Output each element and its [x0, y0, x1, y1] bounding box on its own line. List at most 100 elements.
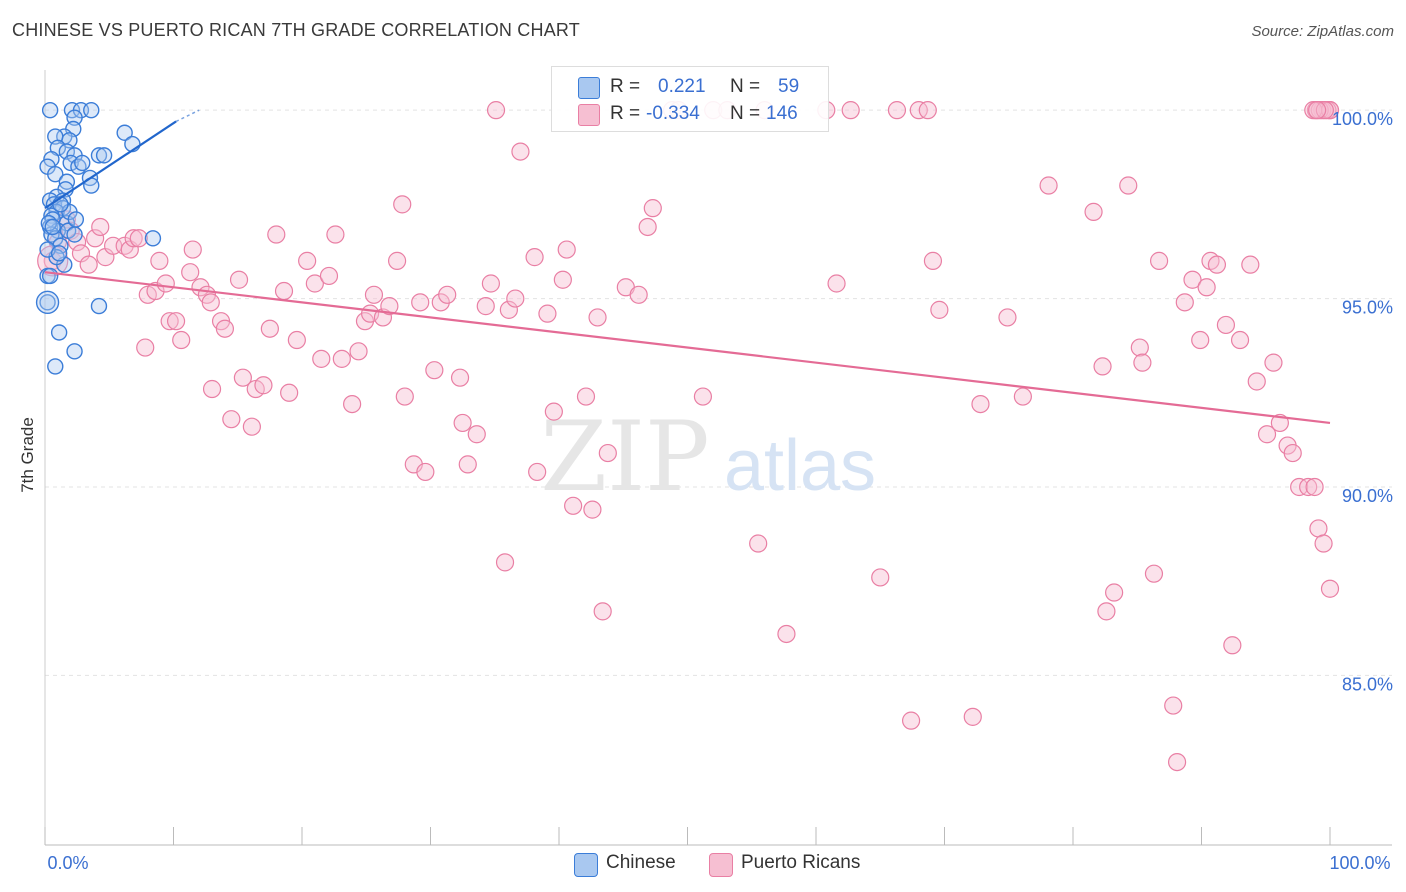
chinese-points	[35, 101, 162, 375]
puerto-rican-point	[349, 342, 368, 361]
chinese-point	[74, 154, 91, 172]
puerto-rican-point	[1264, 353, 1283, 372]
puerto-rican-point	[583, 500, 602, 519]
puerto-rican-point	[544, 402, 563, 421]
puerto-rican-point	[1149, 251, 1169, 270]
puerto-rican-point	[387, 251, 407, 270]
chinese-swatch	[574, 853, 598, 877]
legend-r-label: R =	[610, 103, 641, 124]
puerto-rican-point	[416, 462, 435, 482]
legend-n-value: 146	[766, 103, 798, 124]
puerto-rican-point	[229, 270, 249, 289]
puerto-rican-point	[312, 349, 331, 368]
puerto-rican-point	[425, 361, 444, 380]
puerto-rican-point	[1013, 387, 1032, 406]
puerto-rican-point	[777, 624, 796, 644]
y-tick-labels: 85.0% 90.0% 95.0% 100.0%	[1332, 109, 1393, 694]
puerto-rican-point	[172, 330, 191, 350]
puerto-rican-point	[1223, 636, 1242, 655]
puerto-rican-point	[1216, 315, 1236, 335]
puerto-rican-point	[538, 304, 557, 323]
puerto-rican-point	[156, 274, 175, 293]
puerto-rican-point	[963, 707, 982, 726]
puerto-rican-point	[160, 312, 179, 331]
puerto-rican-point	[1191, 330, 1210, 350]
puerto-rican-point	[564, 496, 583, 515]
puerto-rican-point	[1097, 602, 1116, 621]
chinese-point	[47, 358, 64, 375]
puerto-rican-point	[183, 240, 202, 259]
y-tick-label: 100.0%	[1332, 109, 1393, 129]
puerto-rican-point	[280, 383, 299, 402]
puerto-rican-point	[930, 300, 949, 319]
y-tick-label: 85.0%	[1342, 674, 1393, 694]
puerto-rican-point	[458, 455, 477, 474]
axes	[44, 70, 1392, 846]
puerto-rican-point	[242, 417, 261, 436]
puerto-rican-point	[150, 251, 169, 270]
puerto-rican-point	[1283, 443, 1302, 463]
puerto-rican-point	[511, 142, 530, 161]
puerto-rican-point	[319, 266, 339, 286]
puerto-ricans-swatch	[578, 104, 600, 126]
x-tick-labels: 0.0% 100.0%	[47, 853, 1390, 873]
puerto-rican-point	[486, 101, 506, 120]
legend-r-value: -0.334	[646, 103, 700, 124]
chart-source: Source: ZipAtlas.com	[1251, 23, 1394, 40]
puerto-rican-point	[693, 387, 713, 406]
puerto-rican-point	[166, 312, 186, 331]
puerto-rican-point	[1164, 696, 1183, 715]
puerto-rican-point	[287, 330, 306, 350]
chinese-point	[90, 147, 108, 164]
puerto-rican-point	[146, 281, 165, 301]
y-tick-label: 90.0%	[1342, 486, 1393, 506]
puerto-ricans-trend-line	[44, 271, 1331, 425]
chinese-point	[50, 245, 68, 262]
puerto-rican-point	[1084, 202, 1103, 221]
puerto-rican-point	[506, 289, 525, 308]
puerto-rican-point	[1093, 357, 1112, 376]
puerto-rican-point	[629, 285, 648, 304]
puerto-rican-point	[364, 285, 384, 304]
puerto-rican-point	[827, 274, 846, 293]
puerto-rican-point	[1230, 330, 1250, 350]
chinese-point	[62, 154, 79, 172]
legend-row-puerto-ricans: R = -0.334 N = 146	[552, 102, 828, 128]
puerto-rican-point	[305, 274, 324, 293]
puerto-rican-point	[1308, 101, 1327, 120]
chinese-point	[116, 124, 133, 141]
watermark: ZIP atlas	[540, 401, 876, 513]
chinese-trend-extension	[175, 109, 200, 123]
puerto-rican-point	[201, 293, 220, 312]
x-tick-label-min: 0.0%	[47, 853, 88, 873]
chart-title: CHINESE VS PUERTO RICAN 7TH GRADE CORREL…	[12, 20, 580, 40]
puerto-rican-point	[393, 195, 412, 214]
puerto-rican-point	[1257, 425, 1277, 444]
puerto-rican-point	[598, 443, 617, 463]
puerto-rican-point	[1315, 101, 1334, 120]
puerto-rican-point	[841, 101, 860, 120]
puerto-rican-point	[557, 240, 576, 259]
puerto-rican-point	[749, 534, 768, 553]
chinese-point	[39, 294, 56, 311]
puerto-rican-point	[332, 349, 351, 368]
puerto-rican-point	[576, 387, 596, 406]
puerto-rican-point	[453, 413, 472, 433]
chinese-point	[66, 226, 83, 243]
puerto-rican-point	[215, 319, 234, 338]
puerto-rican-point	[467, 425, 486, 444]
puerto-rican-point	[1167, 752, 1187, 772]
legend-r-value: 0.221	[658, 76, 706, 97]
puerto-rican-point	[254, 376, 273, 395]
puerto-rican-point	[450, 368, 470, 387]
puerto-rican-point	[1183, 270, 1202, 289]
chinese-point	[47, 166, 64, 183]
puerto-rican-point	[1175, 293, 1194, 312]
puerto-rican-point	[1305, 477, 1324, 497]
puerto-rican-point	[1270, 413, 1289, 433]
chinese-point	[43, 150, 60, 168]
chinese-point	[35, 290, 60, 315]
legend-n-value: 59	[778, 76, 800, 97]
puerto-rican-point	[395, 387, 414, 406]
